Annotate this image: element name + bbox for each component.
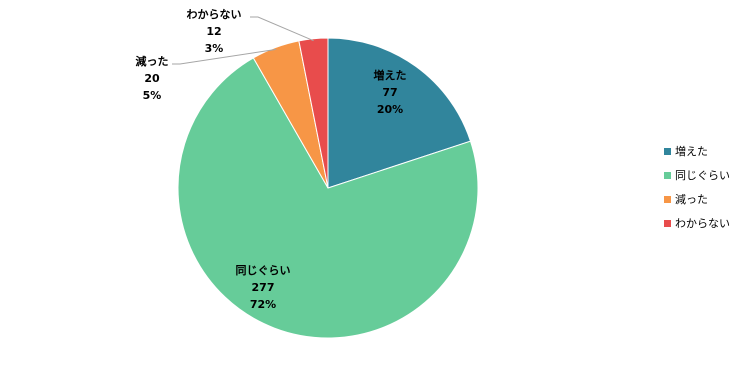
slice-value: 20 [144, 72, 160, 85]
legend-swatch [664, 172, 671, 179]
legend-swatch [664, 220, 671, 227]
slice-value: 77 [382, 86, 397, 99]
pie-slice [298, 37, 329, 189]
slice-percent: 5% [143, 89, 162, 102]
pie-slice [177, 57, 479, 339]
slice-percent: 3% [205, 42, 224, 55]
legend-label: 増えた [675, 145, 708, 158]
legend-swatch [664, 148, 671, 155]
slice-label: 減った [136, 54, 169, 68]
legend-swatch [664, 196, 671, 203]
slice-label: わからない [187, 8, 242, 21]
slice-value: 277 [252, 281, 275, 294]
slice-label: 増えた [374, 68, 407, 82]
legend-label: わからない [675, 217, 730, 230]
legend-label: 同じぐらい [675, 169, 730, 182]
slice-label: 同じぐらい [236, 264, 291, 277]
slice-percent: 72% [250, 298, 276, 311]
legend-label: 減った [675, 192, 708, 206]
leader-line [172, 48, 277, 65]
pie-slice [327, 37, 472, 189]
slice-value: 12 [206, 25, 221, 38]
leader-line [250, 16, 314, 42]
slice-percent: 20% [377, 103, 403, 116]
